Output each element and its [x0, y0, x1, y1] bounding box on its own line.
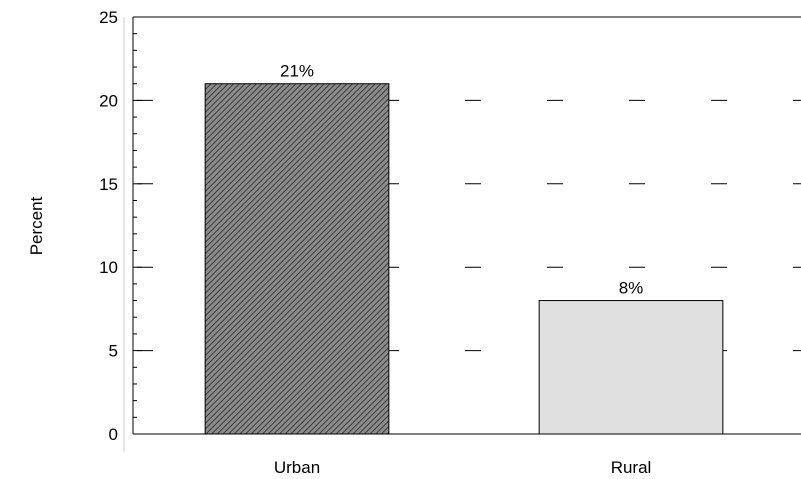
y-tick-label: 25	[99, 8, 118, 27]
y-tick-label: 5	[109, 342, 118, 361]
data-label-urban: 21%	[280, 62, 314, 81]
x-tick-labels: Urban Rural	[274, 458, 651, 477]
bar-rural	[538, 300, 724, 435]
y-tick-label: 10	[99, 258, 118, 277]
y-axis-title: Percent	[27, 196, 46, 255]
y-ticks: 0 5 10 15 20 25	[99, 8, 142, 444]
data-label-rural: 8%	[619, 279, 644, 298]
data-labels: 21% 8%	[280, 62, 643, 298]
x-tick-label-urban: Urban	[274, 458, 320, 477]
bars	[204, 83, 724, 435]
y-tick-label: 15	[99, 175, 118, 194]
y-tick-label: 0	[109, 425, 118, 444]
bar-urban	[204, 83, 390, 435]
gridlines	[133, 99, 801, 352]
x-tick-label-rural: Rural	[611, 458, 652, 477]
y-tick-label: 20	[99, 91, 118, 110]
